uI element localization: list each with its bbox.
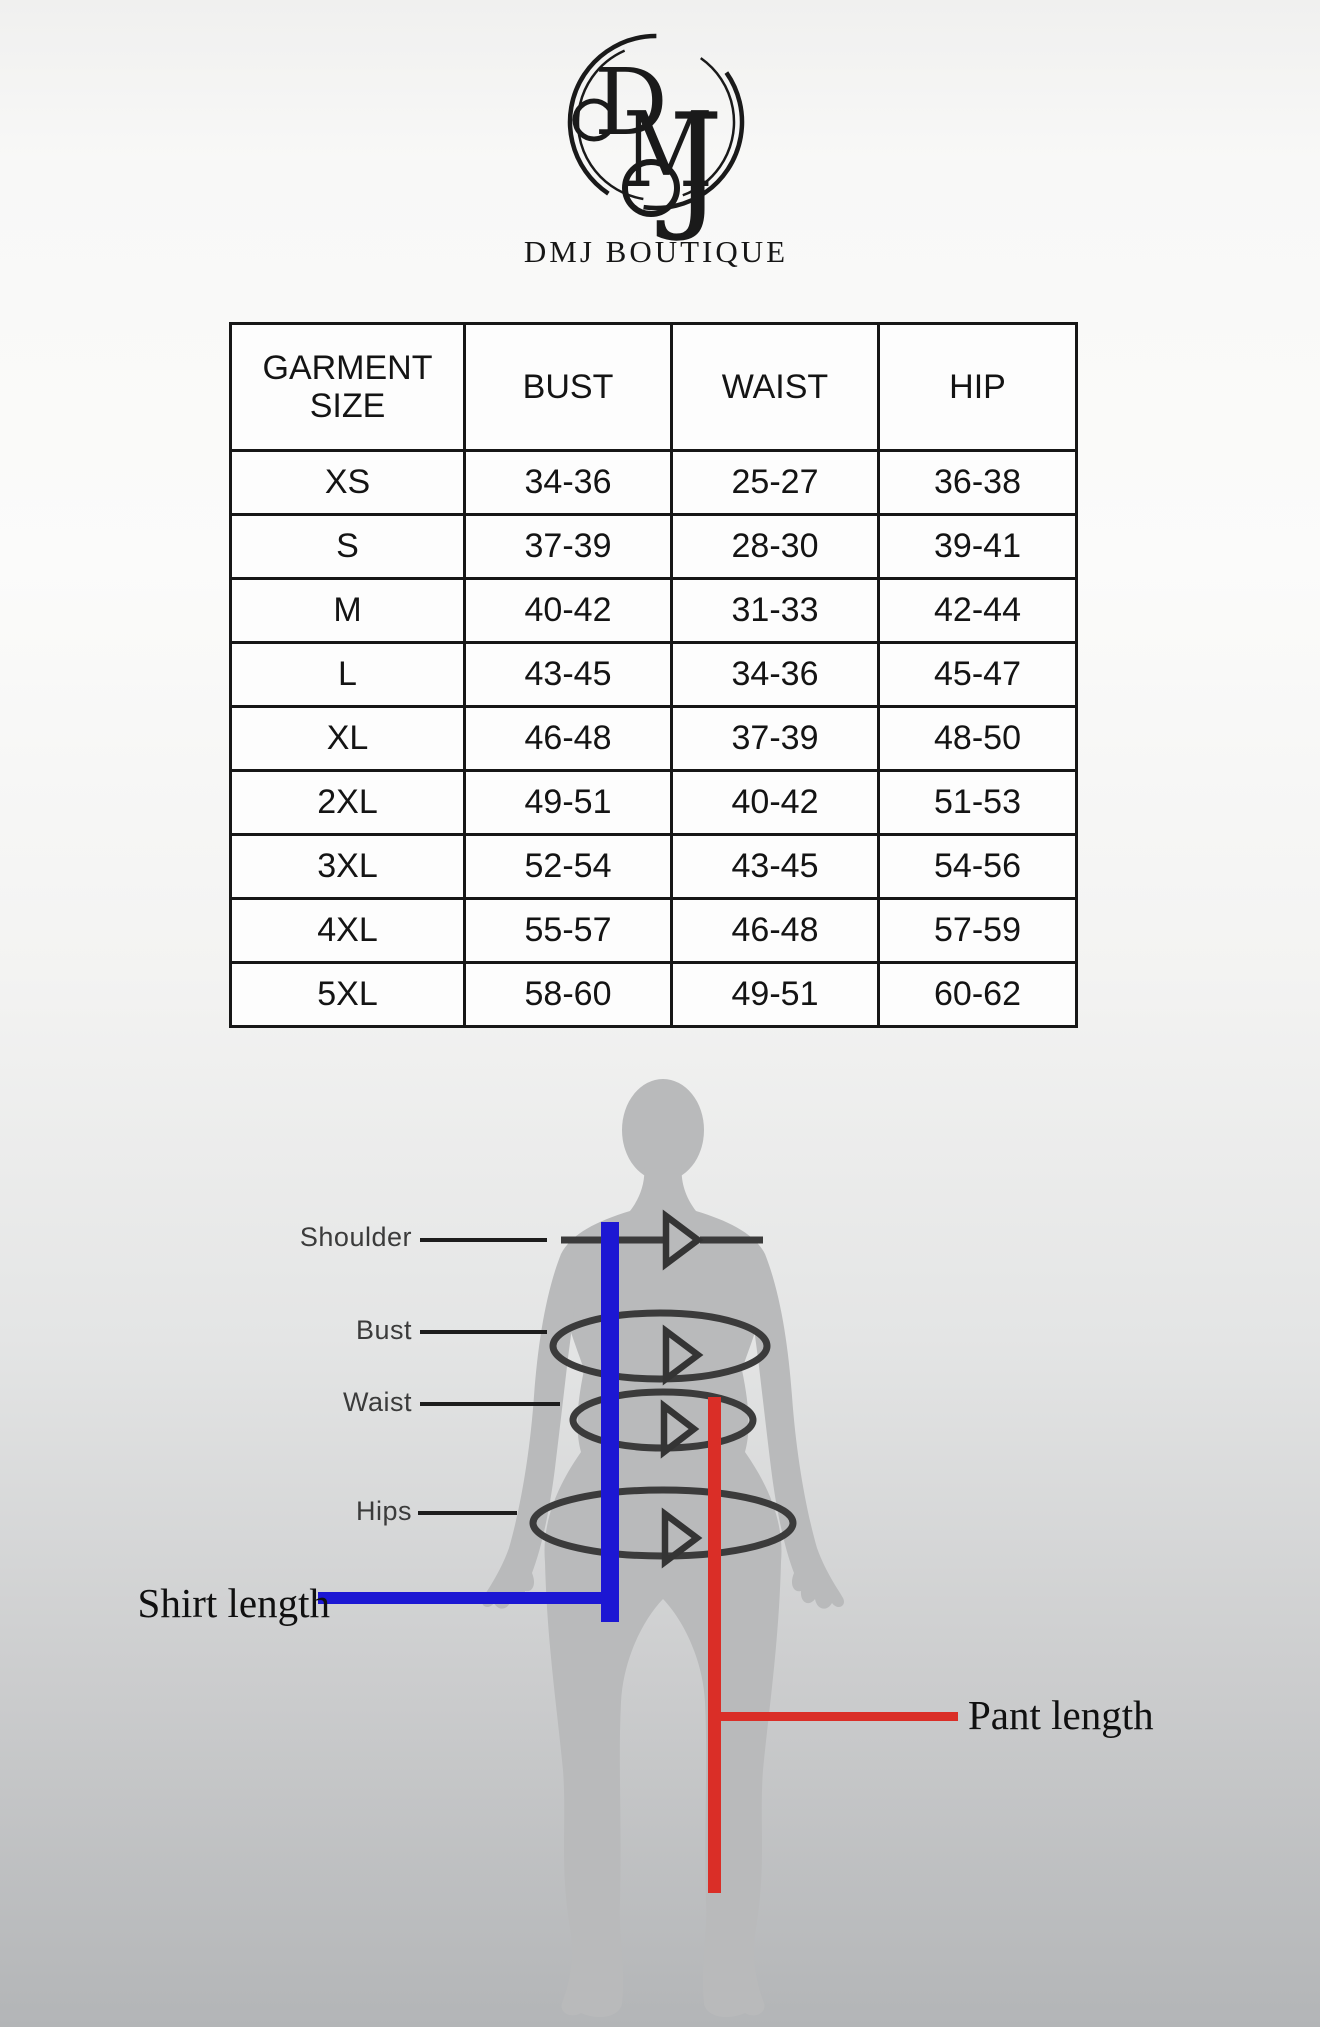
waist-cell: 28-30 [670,513,880,580]
bust-cell: 34-36 [463,449,673,516]
right-arm [748,1254,844,1609]
bust-ellipse [549,1309,771,1383]
logo-monogram: D M J [572,49,724,245]
bust-cell: 46-48 [463,705,673,772]
waist-cell: 43-45 [670,833,880,900]
hip-cell: 45-47 [877,641,1078,708]
col-header-garment-size: GARMENT SIZE [229,322,466,452]
shirt-length-pointer-line [318,1592,601,1604]
table-row: 2XL 49-51 40-42 51-53 [229,769,1078,836]
size-cell: 2XL [229,769,466,836]
hip-cell: 48-50 [877,705,1078,772]
size-cell: 3XL [229,833,466,900]
shoulder-label: Shoulder [299,1222,412,1252]
waist-cell: 49-51 [670,961,880,1028]
pant-length-pointer-line [721,1712,958,1721]
torso-and-legs [544,1164,782,2018]
hips-label: Hips [355,1496,412,1526]
bust-cell: 49-51 [463,769,673,836]
pant-length-lines [708,1397,958,1893]
size-cell: 4XL [229,897,466,964]
direction-arrows [660,1209,704,1569]
waist-cell: 40-42 [670,769,880,836]
table-row: L 43-45 34-36 45-47 [229,641,1078,708]
table-row: XL 46-48 37-39 48-50 [229,705,1078,772]
bust-arrow-icon [662,1324,704,1386]
pant-length-label: Pant length [968,1692,1154,1738]
size-cell: M [229,577,466,644]
size-chart-table: GARMENT SIZE BUST WAIST HIP XS 34-36 25-… [229,322,1078,1028]
table-row: M 40-42 31-33 42-44 [229,577,1078,644]
hip-cell: 60-62 [877,961,1078,1028]
size-cell: S [229,513,466,580]
bust-cell: 40-42 [463,577,673,644]
pant-length-vertical-line [708,1397,721,1893]
shirt-length-vertical-line [601,1222,619,1622]
waist-cell: 34-36 [670,641,880,708]
head [622,1079,704,1181]
hip-cell: 57-59 [877,897,1078,964]
shirt-length-lines [318,1222,619,1622]
hips-arrow-icon [661,1507,703,1569]
col-header-bust: BUST [463,322,673,452]
bust-cell: 52-54 [463,833,673,900]
waist-cell: 25-27 [670,449,880,516]
table-header-row: GARMENT SIZE BUST WAIST HIP [229,322,1078,452]
monogram-loop-bottom [622,159,680,217]
brand-name: DMJ BOUTIQUE [523,234,789,269]
waist-cell: 46-48 [670,897,880,964]
hip-cell: 36-38 [877,449,1078,516]
bust-cell: 58-60 [463,961,673,1028]
shirt-length-label: Shirt length [137,1580,330,1626]
waist-cell: 37-39 [670,705,880,772]
col-header-waist: WAIST [670,322,880,452]
table-row: S 37-39 28-30 39-41 [229,513,1078,580]
table-row: 5XL 58-60 49-51 60-62 [229,961,1078,1028]
bust-cell: 55-57 [463,897,673,964]
waist-label: Waist [343,1387,412,1417]
size-cell: XS [229,449,466,516]
label-pointer-lines [418,1238,560,1515]
bust-cell: 37-39 [463,513,673,580]
size-cell: XL [229,705,466,772]
table-row: 3XL 52-54 43-45 54-56 [229,833,1078,900]
waist-cell: 31-33 [670,577,880,644]
bust-cell: 43-45 [463,641,673,708]
size-cell: 5XL [229,961,466,1028]
table-row: XS 34-36 25-27 36-38 [229,449,1078,516]
hip-cell: 54-56 [877,833,1078,900]
hip-cell: 42-44 [877,577,1078,644]
waist-arrow-icon [660,1399,700,1459]
monogram-letter-m: M [623,89,714,211]
dmj-logo: D M J [567,33,745,245]
col-header-hip: HIP [877,322,1078,452]
hip-cell: 51-53 [877,769,1078,836]
hip-cell: 39-41 [877,513,1078,580]
monogram-loop-left [572,98,616,142]
table-row: 4XL 55-57 46-48 57-59 [229,897,1078,964]
size-cell: L [229,641,466,708]
shoulder-arrow-icon [662,1209,704,1271]
bust-label: Bust [355,1315,412,1345]
